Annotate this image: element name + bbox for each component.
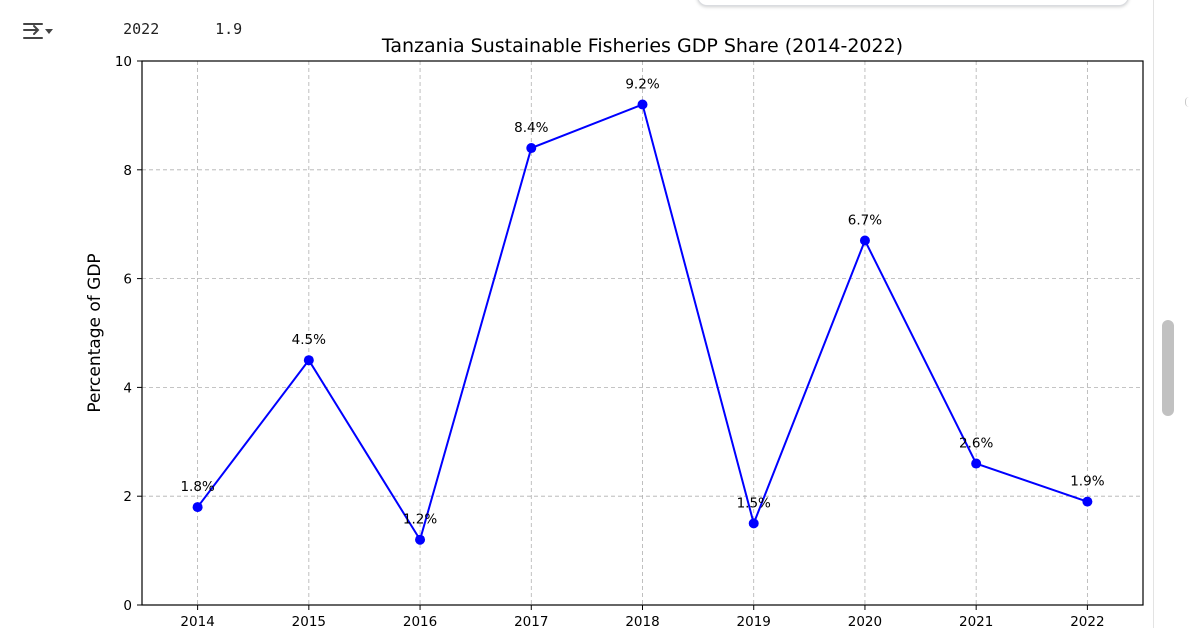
y-tick-label: 10 xyxy=(115,54,132,70)
console-year: 2022 xyxy=(123,20,160,38)
data-label: 1.9% xyxy=(1070,474,1104,490)
console-value: 1.9 xyxy=(215,20,243,38)
x-tick-label: 2015 xyxy=(292,614,326,628)
data-points xyxy=(192,99,1093,545)
x-tick-label: 2017 xyxy=(514,614,548,628)
data-point xyxy=(637,99,648,110)
data-label: 1.8% xyxy=(180,479,214,495)
data-point xyxy=(859,235,870,246)
scrollbar-thumb[interactable] xyxy=(1162,320,1174,416)
x-tick-label: 2019 xyxy=(737,614,771,628)
y-tick-label: 0 xyxy=(123,598,132,614)
data-point xyxy=(526,143,537,154)
data-point xyxy=(303,355,314,366)
data-labels: 1.8% 4.5% 1.2% 8.4% 9.2% 1.5% 6.7% 2.6% 1.9% xyxy=(180,77,1104,528)
y-tick-label: 2 xyxy=(123,489,132,505)
x-tick-label: 2020 xyxy=(848,614,882,628)
x-tick-label: 2022 xyxy=(1070,614,1104,628)
data-label: 6.7% xyxy=(848,213,882,229)
data-label: 8.4% xyxy=(514,120,548,136)
console-output-row: 2022 1.9 xyxy=(87,2,242,56)
y-tick-label: 6 xyxy=(123,272,132,288)
data-label: 1.2% xyxy=(403,512,437,528)
y-axis-label: Percentage of GDP xyxy=(85,253,105,412)
x-tick-label: 2021 xyxy=(959,614,993,628)
data-label: 9.2% xyxy=(625,77,659,93)
data-point xyxy=(971,458,982,469)
data-point xyxy=(192,502,203,513)
x-tick-label: 2018 xyxy=(625,614,659,628)
chart-title: Tanzania Sustainable Fisheries GDP Share… xyxy=(381,35,903,57)
edge-marker xyxy=(1185,97,1189,107)
data-point xyxy=(748,518,759,529)
data-label: 1.5% xyxy=(737,495,771,511)
right-divider xyxy=(1153,0,1154,628)
data-point xyxy=(415,534,426,545)
output-toggle-icon[interactable] xyxy=(20,18,56,48)
data-point xyxy=(1082,496,1093,507)
axis-ticks: 2014 2015 2016 2017 2018 2019 2020 2021 2022 0 2 4 6… xyxy=(115,54,1105,628)
x-tick-label: 2014 xyxy=(180,614,214,628)
data-label: 2.6% xyxy=(959,436,993,452)
data-label: 4.5% xyxy=(292,332,326,348)
y-tick-label: 4 xyxy=(123,380,132,396)
x-tick-label: 2016 xyxy=(403,614,437,628)
y-tick-label: 8 xyxy=(123,163,132,179)
line-chart: 2014 2015 2016 2017 2018 2019 2020 2021 2022 0 2 4 6… xyxy=(85,35,1144,628)
